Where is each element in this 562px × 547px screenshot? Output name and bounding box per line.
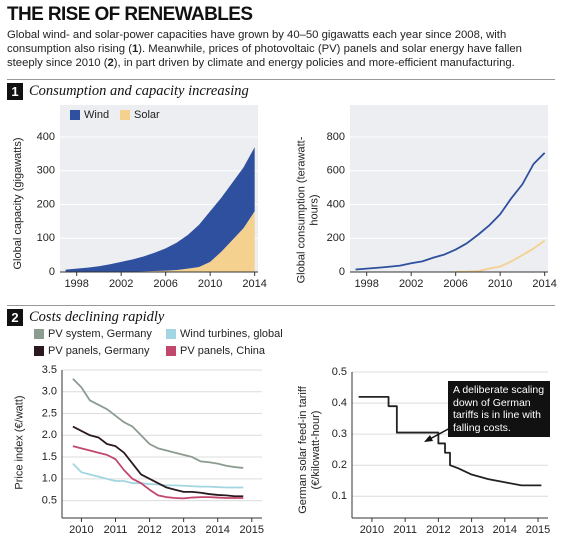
x-tick-label: 2010 (488, 278, 512, 290)
y-tick-label: 0.3 (332, 428, 347, 440)
section-title: Consumption and capacity increasing (29, 83, 249, 100)
legend-swatch (34, 346, 44, 356)
x-tick-label: 2015 (240, 524, 264, 536)
y-tick-label: 600 (327, 165, 345, 177)
y-axis-label: Global consumption (terawatt-hours) (295, 136, 320, 283)
ref: 2 (107, 57, 114, 69)
x-tick-label: 2013 (459, 524, 483, 536)
description: Global wind- and solar-power capacities … (7, 28, 555, 70)
line (358, 395, 542, 487)
y-tick-label: 0.2 (332, 459, 347, 471)
y-tick-label: 0.4 (332, 397, 347, 409)
section-title: Costs declining rapidly (29, 309, 165, 326)
legend-swatch (120, 110, 130, 120)
text: Global wind- and solar-power capacities … (7, 29, 507, 55)
legend-swatch (166, 329, 176, 339)
y-tick-label: 800 (327, 131, 345, 143)
legend-label: PV panels, China (180, 345, 266, 357)
y-tick-label: 2.5 (42, 407, 57, 419)
y-tick-label: 200 (37, 198, 55, 210)
x-tick-label: 2010 (69, 524, 93, 536)
x-tick-label: 2010 (360, 524, 384, 536)
x-tick-label: 2015 (526, 524, 550, 536)
area (65, 211, 255, 272)
y-tick-label: 200 (327, 232, 345, 244)
y-tick-label: 1.5 (42, 451, 57, 463)
y-axis-label: Global capacity (gigawatts) (11, 136, 24, 270)
y-tick-label: 3.0 (42, 386, 57, 398)
legend-label: Wind (84, 109, 109, 121)
legend-swatch (166, 346, 176, 356)
y-tick-label: 400 (37, 131, 55, 143)
x-tick-label: 2002 (399, 278, 423, 290)
legend-label: Wind turbines, global (180, 328, 283, 340)
y-tick-label: 1.0 (42, 473, 57, 485)
x-tick-label: 2010 (198, 278, 222, 290)
title: THE RISE OF RENEWABLES (7, 4, 253, 25)
plot-background (350, 105, 548, 272)
text: ). Meanwhile, prices of photovoltaic (PV… (7, 43, 522, 69)
x-tick-label: 2011 (393, 524, 417, 536)
x-tick-label: 1998 (354, 278, 378, 290)
section-number: 1 (7, 83, 23, 101)
section-number: 2 (7, 309, 23, 327)
y-axis-label: German solar feed-in tariff (€/kilowatt-… (297, 386, 322, 514)
section-header: 2 Costs declining rapidly (7, 305, 555, 329)
x-tick-label: 1998 (64, 278, 88, 290)
y-tick-label: 0.5 (42, 494, 57, 506)
legend-swatch (70, 110, 80, 120)
x-tick-label: 2012 (426, 524, 450, 536)
area (65, 147, 255, 272)
text: ), in part driven by climate and energy … (113, 57, 515, 69)
line (355, 152, 546, 271)
y-tick-label: 0 (339, 266, 345, 278)
y-tick-label: 3.5 (42, 364, 57, 376)
x-tick-label: 2014 (532, 278, 556, 290)
x-tick-label: 2011 (104, 524, 128, 536)
x-tick-label: 2002 (109, 278, 133, 290)
legend-swatch (34, 329, 44, 339)
y-axis-label: Price index (€/watt) (13, 395, 26, 490)
line (72, 425, 244, 498)
x-tick-label: 2006 (153, 278, 177, 290)
line (72, 378, 244, 469)
annotation: A deliberate scaling down of German tari… (448, 381, 550, 437)
ref: 1 (131, 43, 139, 55)
line (72, 445, 244, 500)
x-tick-label: 2006 (443, 278, 467, 290)
legend-label: PV panels, Germany (48, 345, 150, 357)
section-header: 1 Consumption and capacity increasing (7, 79, 555, 103)
x-tick-label: 2012 (137, 524, 161, 536)
line (72, 462, 244, 489)
y-tick-label: 0.5 (332, 366, 347, 378)
x-tick-label: 2013 (171, 524, 195, 536)
plot-background (62, 370, 262, 518)
x-tick-label: 2014 (242, 278, 266, 290)
y-tick-label: 2.0 (42, 429, 57, 441)
legend-label: PV system, Germany (48, 328, 152, 340)
y-tick-label: 100 (37, 232, 55, 244)
arrow-head (424, 435, 433, 442)
y-tick-label: 400 (327, 198, 345, 210)
x-tick-label: 2014 (205, 524, 229, 536)
y-tick-label: 0.1 (332, 490, 347, 502)
y-tick-label: 300 (37, 165, 55, 177)
legend-label: Solar (134, 109, 160, 121)
x-tick-label: 2014 (493, 524, 517, 536)
line (455, 239, 546, 273)
y-tick-label: 0 (49, 266, 55, 278)
